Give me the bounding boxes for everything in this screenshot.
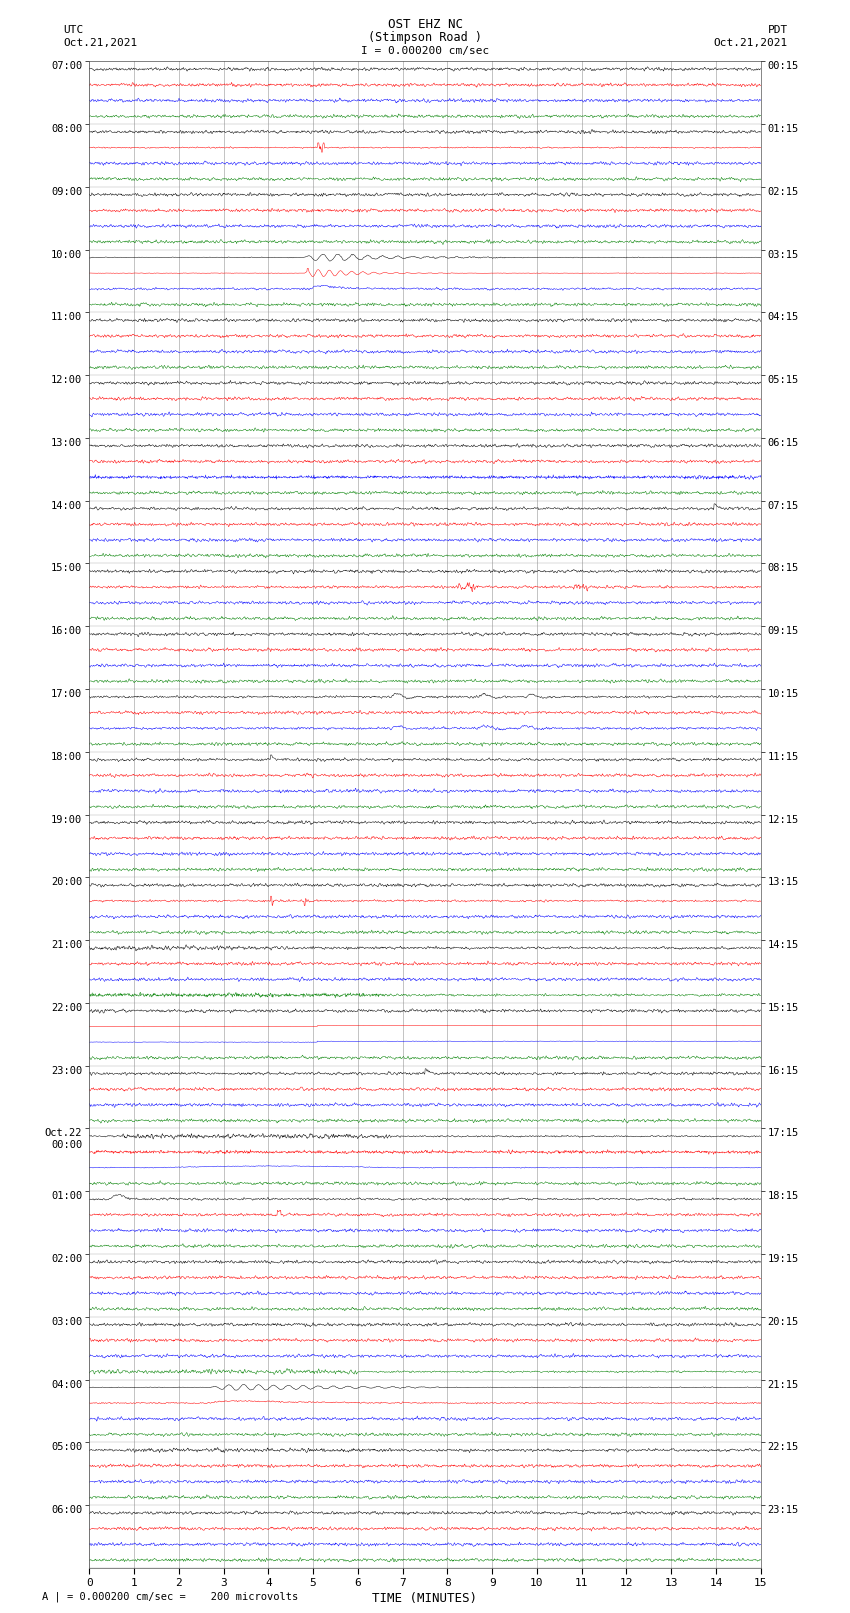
X-axis label: TIME (MINUTES): TIME (MINUTES) xyxy=(372,1592,478,1605)
Text: PDT: PDT xyxy=(768,26,788,35)
Text: Oct.21,2021: Oct.21,2021 xyxy=(714,39,788,48)
Text: UTC: UTC xyxy=(64,26,84,35)
Text: A | = 0.000200 cm/sec =    200 microvolts: A | = 0.000200 cm/sec = 200 microvolts xyxy=(42,1590,298,1602)
Text: OST EHZ NC: OST EHZ NC xyxy=(388,18,462,31)
Text: I = 0.000200 cm/sec: I = 0.000200 cm/sec xyxy=(361,47,489,56)
Text: (Stimpson Road ): (Stimpson Road ) xyxy=(368,31,482,44)
Text: Oct.21,2021: Oct.21,2021 xyxy=(64,39,138,48)
